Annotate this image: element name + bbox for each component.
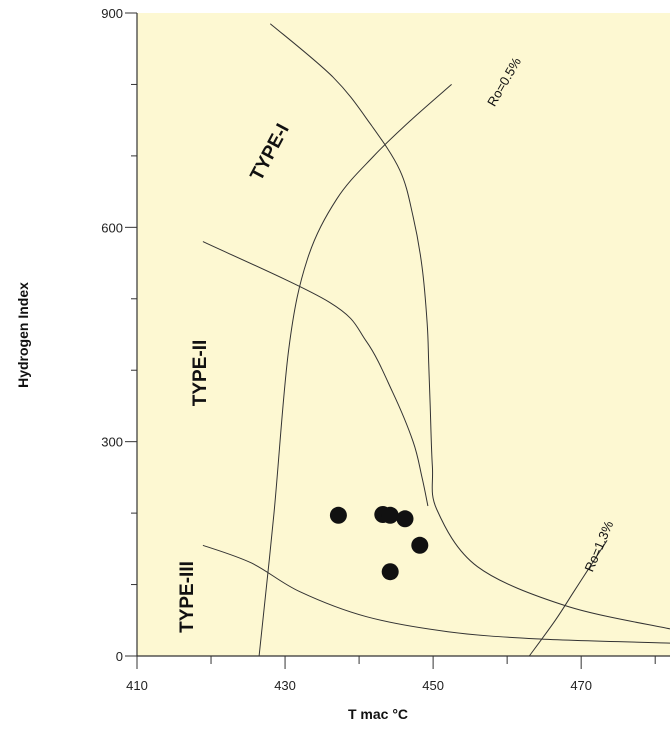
boundary-curve-0: [202, 241, 429, 507]
data-points: [329, 506, 429, 581]
y-tick-label-0: 0: [116, 649, 123, 664]
x-tick-label-430: 430: [274, 678, 296, 693]
boundary-curve-4: [528, 540, 608, 657]
region-label-type-iii: TYPE-III: [177, 561, 198, 633]
axis-ticks: 0 300 600 900 410 430 450 470: [101, 6, 656, 693]
data-point-4: [411, 536, 429, 554]
boundary-curve-2: [258, 84, 452, 657]
boundary-curves: [202, 23, 670, 657]
boundary-curve-3: [202, 544, 670, 644]
y-tick-label-600: 600: [101, 220, 123, 235]
x-tick-label-450: 450: [422, 678, 444, 693]
y-tick-label-300: 300: [101, 435, 123, 450]
boundary-curve-1: [269, 23, 670, 630]
data-point-5: [381, 563, 399, 581]
x-tick-label-410: 410: [126, 678, 148, 693]
x-axis-title: T mac °C: [348, 706, 408, 722]
data-point-0: [329, 506, 347, 524]
y-axis-title: Hydrogen Index: [15, 282, 31, 388]
x-tick-label-470: 470: [570, 678, 592, 693]
data-point-2: [381, 506, 399, 524]
y-tick-label-900: 900: [101, 6, 123, 21]
region-label-type-ii: TYPE-II: [190, 340, 211, 407]
data-point-3: [396, 510, 414, 528]
plot-area: [137, 13, 670, 656]
